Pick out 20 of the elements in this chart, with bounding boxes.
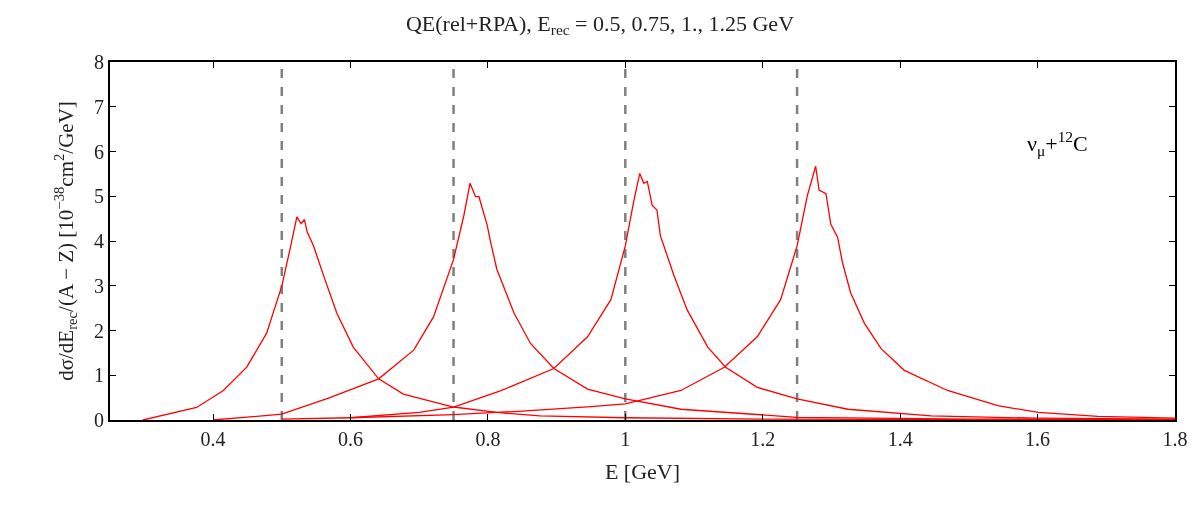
x-tick-label: 0.8 xyxy=(475,428,501,450)
y-tick-label: 7 xyxy=(94,95,104,118)
x-tick-label: 1 xyxy=(620,428,631,450)
x-tick-label: 0.4 xyxy=(200,428,226,450)
y-tick-label: 0 xyxy=(94,409,104,431)
x-axis-title: E [GeV] xyxy=(604,459,681,485)
x-tick-label: 1.6 xyxy=(1025,428,1051,450)
y-tick-label: 1 xyxy=(94,364,104,387)
x-tick-label: 1.2 xyxy=(750,428,776,450)
y-tick-label: 4 xyxy=(94,230,104,252)
x-tick-label: 1.8 xyxy=(1162,428,1188,450)
annotation: ν$_{μ}$+$^{12}$C xyxy=(1027,128,1088,159)
y-tick-label: 6 xyxy=(94,140,104,163)
y-tick-label: 3 xyxy=(94,274,104,297)
y-tick-label: 8 xyxy=(94,51,104,73)
y-tick-label: 2 xyxy=(94,319,104,342)
x-tick-label: 0.6 xyxy=(337,428,363,450)
y-tick-label: 5 xyxy=(94,185,104,208)
chart-title: QE(rel+RPA), E$_{rec}$ = 0.5, 0.75, 1., 1.25 GeV xyxy=(405,10,795,39)
x-tick-label: 1.4 xyxy=(887,428,913,450)
